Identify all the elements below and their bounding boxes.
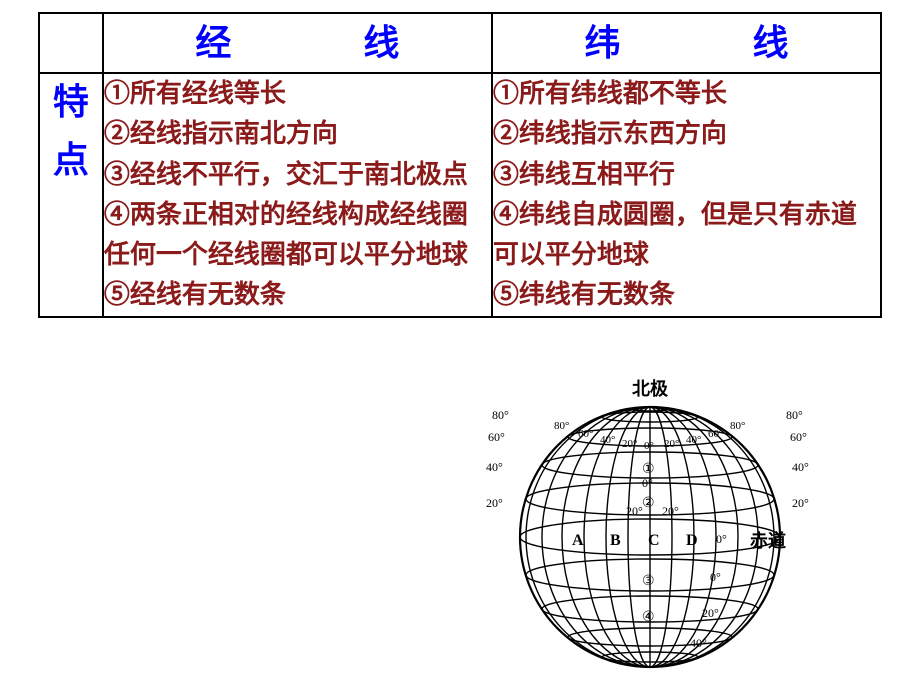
meridian-p2: ②经线指示南北方向 [104,114,491,154]
lr-40: 40° [690,636,707,650]
t-60l: 60° [578,428,593,440]
globe-diagram: 北极 80° 60° 40° 20° 80° 60° 40° 20° 80° 6… [480,362,820,682]
row-label: 特 点 [39,73,103,317]
parallel-p1: ①所有纬线都不等长 [493,74,880,114]
parallel-p5: ⑤纬线有无数条 [493,275,880,315]
deg-l40: 40° [486,460,503,474]
row-label-char2: 点 [40,132,102,190]
deg-r80: 80° [786,408,803,422]
t-80r: 80° [730,420,745,432]
marker-2: ② [642,496,655,511]
t-40l: 40° [600,434,615,446]
marker-3: ③ [642,574,655,589]
header-empty [39,13,103,73]
deg-r60: 60° [790,430,807,444]
meridian-p4b: 任何一个经线圈都可以平分地球 [104,235,491,275]
meridian-p1: ①所有经线等长 [104,74,491,114]
t-20l: 20° [622,438,637,450]
t-20r: 20° [664,438,679,450]
meridian-p5: ⑤经线有无数条 [104,275,491,315]
header-meridian-label: 经 线 [104,14,491,66]
marker-1: ① [642,462,655,477]
meridian-p3: ③经线不平行，交汇于南北极点 [104,155,491,195]
deg-r40l: 40° [792,460,809,474]
lbl-B: B [610,532,621,549]
t-60r: 60° [708,428,723,440]
parallel-points: ①所有纬线都不等长 ②纬线指示东西方向 ③纬线互相平行 ④纬线自成圆圈，但是只有… [492,73,881,317]
t-80l: 80° [554,420,569,432]
lr-0: 0° [710,570,721,584]
comparison-table: 经 线 纬 线 特 点 ①所有经线等长 ②经线指示南北方向 ③经线不平行，交汇于… [38,12,882,318]
lr-20: 20° [702,606,719,620]
header-parallel: 纬 线 [492,13,881,73]
meridian-p4: ④两条正相对的经线构成经线圈 [104,195,491,235]
deg-l80: 80° [492,408,509,422]
mid-0a: 0° [642,476,653,490]
marker-4: ④ [642,610,655,625]
parallel-p4: ④纬线自成圆圈，但是只有赤道可以平分地球 [493,195,880,276]
north-pole-label: 北极 [632,379,669,399]
header-meridian: 经 线 [103,13,492,73]
deg-l20: 20° [486,496,503,510]
equator-label: 赤道 [750,530,786,551]
globe-svg: 北极 80° 60° 40° 20° 80° 60° 40° 20° 80° 6… [480,362,820,682]
lbl-A: A [572,532,584,549]
eq-0: 0° [716,532,727,546]
lbl-D: D [686,532,698,549]
lbl-C: C [648,532,660,549]
mid-20r: 20° [662,504,679,518]
deg-r20l: 20° [792,496,809,510]
t-0: 0° [644,440,654,452]
deg-l60: 60° [488,430,505,444]
parallel-p3: ③纬线互相平行 [493,155,880,195]
header-parallel-label: 纬 线 [493,14,880,66]
meridian-points: ①所有经线等长 ②经线指示南北方向 ③经线不平行，交汇于南北极点 ④两条正相对的… [103,73,492,317]
parallel-p2: ②纬线指示东西方向 [493,114,880,154]
row-label-char1: 特 [40,74,102,132]
mid-20l: 20° [626,504,643,518]
t-40r: 40° [686,434,701,446]
